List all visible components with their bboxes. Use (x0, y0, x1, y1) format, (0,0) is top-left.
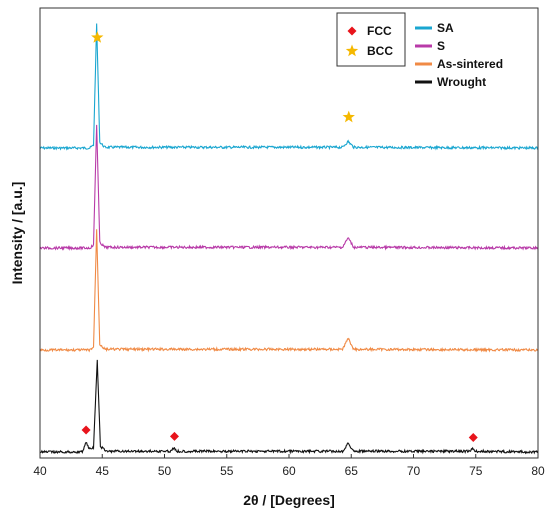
legend-label-as-sintered: As-sintered (437, 57, 503, 71)
legend-bcc-label: BCC (367, 44, 393, 58)
legend-bcc-star-icon (345, 44, 359, 57)
legend-fcc-label: FCC (367, 24, 392, 38)
x-tick-label-50: 50 (158, 464, 172, 478)
x-tick-label-80: 80 (531, 464, 545, 478)
series-line-sa (39, 23, 539, 151)
marker-layer (81, 31, 478, 443)
legend-label-s: S (437, 39, 445, 53)
x-tick-label-70: 70 (407, 464, 421, 478)
legend-phases: FCC BCC (336, 12, 406, 67)
bcc-star-marker-1 (342, 110, 355, 123)
legend-label-sa: SA (437, 21, 454, 35)
x-axis-ticks: 40 45 50 55 60 65 70 75 80 (33, 454, 545, 478)
series-line-wrought (39, 359, 539, 455)
x-tick-label-60: 60 (282, 464, 296, 478)
legend-series: SA S As-sintered Wrought (415, 21, 503, 89)
fcc-diamond-marker-2 (81, 425, 91, 435)
series-line-as-sintered (39, 229, 539, 353)
x-tick-label-75: 75 (469, 464, 483, 478)
legend-label-wrought: Wrought (437, 75, 486, 89)
y-axis-label: Intensity / [a.u.] (9, 182, 25, 285)
x-tick-label-55: 55 (220, 464, 234, 478)
x-axis-label: 2θ / [Degrees] (243, 492, 335, 508)
x-tick-label-40: 40 (33, 464, 47, 478)
fcc-diamond-marker-4 (468, 433, 478, 443)
fcc-diamond-marker-3 (169, 431, 179, 441)
legend-fcc-diamond-icon (347, 26, 357, 36)
bcc-star-marker-0 (91, 31, 104, 43)
series-line-s (39, 124, 539, 251)
legend-phases-box (336, 12, 406, 67)
x-tick-label-45: 45 (96, 464, 110, 478)
x-tick-label-65: 65 (345, 464, 359, 478)
series-layer (39, 23, 539, 455)
